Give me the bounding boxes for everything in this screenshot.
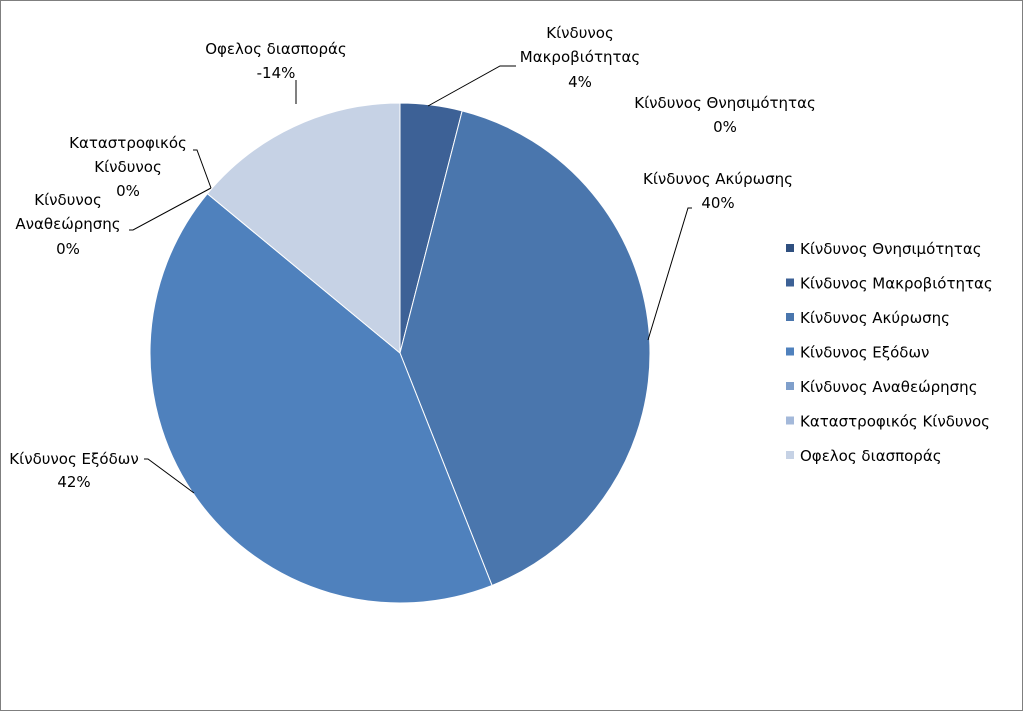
data-label-expense: Κίνδυνος Εξόδων 42% xyxy=(9,450,138,491)
data-label-diversification: Οφελος διασποράς -14% xyxy=(205,40,347,82)
data-label-lapse: Κίνδυνος Ακύρωσης 40% xyxy=(643,170,793,212)
data-label-revision: Κίνδυνος Αναθεώρησης 0% xyxy=(15,191,120,258)
leader-lapse xyxy=(647,207,692,341)
data-label-text: Μακροβιότητας xyxy=(520,48,640,66)
leader-revision xyxy=(129,187,212,231)
legend-swatch xyxy=(786,416,794,425)
data-label-text: Κίνδυνος xyxy=(34,191,102,209)
legend-label: Οφελος διασποράς xyxy=(800,447,942,465)
data-label-longevity: Κίνδυνος Μακροβιότητας 4% xyxy=(520,24,640,91)
legend-swatch xyxy=(786,244,794,252)
legend-label: Κίνδυνος Ακύρωσης xyxy=(800,309,950,327)
pie-slice-6 xyxy=(206,102,401,355)
data-label-text: Κίνδυνος Εξόδων xyxy=(9,450,138,468)
data-label-text: Κίνδυνος xyxy=(94,158,162,176)
legend-swatch xyxy=(786,278,794,287)
pie-slice-3 xyxy=(149,192,493,604)
legend-label: Κίνδυνος Θνησιμότητας xyxy=(800,240,982,258)
data-label-text: Κίνδυνος xyxy=(546,24,614,42)
leader-lines xyxy=(129,65,692,494)
legend-label: Καταστροφικός Κίνδυνος xyxy=(800,413,990,431)
leader-expense xyxy=(144,458,195,494)
leader-catastrophe xyxy=(193,149,212,189)
chart-legend: Κίνδυνος Θνησιμότητας Κίνδυνος Μακροβιότη… xyxy=(786,240,993,465)
data-label-value: 0% xyxy=(713,118,737,136)
legend-swatch xyxy=(786,451,794,459)
leader-longevity xyxy=(427,65,516,107)
data-label-text: Αναθεώρησης xyxy=(15,215,120,233)
legend-label: Κίνδυνος Μακροβιότητας xyxy=(800,275,993,293)
legend-swatch xyxy=(786,313,794,321)
legend-swatch xyxy=(786,382,794,390)
data-label-text: Οφελος διασποράς xyxy=(205,40,347,58)
data-label-value: 42% xyxy=(57,473,90,491)
data-label-text: Καταστροφικός xyxy=(69,134,187,152)
data-label-text: Κίνδυνος Θνησιμότητας xyxy=(634,94,816,112)
data-label-catastrophe: Καταστροφικός Κίνδυνος 0% xyxy=(69,134,187,200)
data-label-value: 4% xyxy=(568,73,592,91)
data-label-value: 40% xyxy=(701,194,734,212)
pie-slices xyxy=(149,102,651,604)
data-label-value: 0% xyxy=(56,240,80,258)
legend-swatch xyxy=(786,347,794,356)
legend-label: Κίνδυνος Εξόδων xyxy=(800,344,929,362)
data-label-mortality: Κίνδυνος Θνησιμότητας 0% xyxy=(634,94,816,136)
data-label-value: 0% xyxy=(116,182,140,200)
pie-slice-2 xyxy=(399,110,651,587)
data-label-value: -14% xyxy=(257,64,296,82)
legend-label: Κίνδυνος Αναθεώρησης xyxy=(800,378,978,396)
data-label-text: Κίνδυνος Ακύρωσης xyxy=(643,170,793,188)
